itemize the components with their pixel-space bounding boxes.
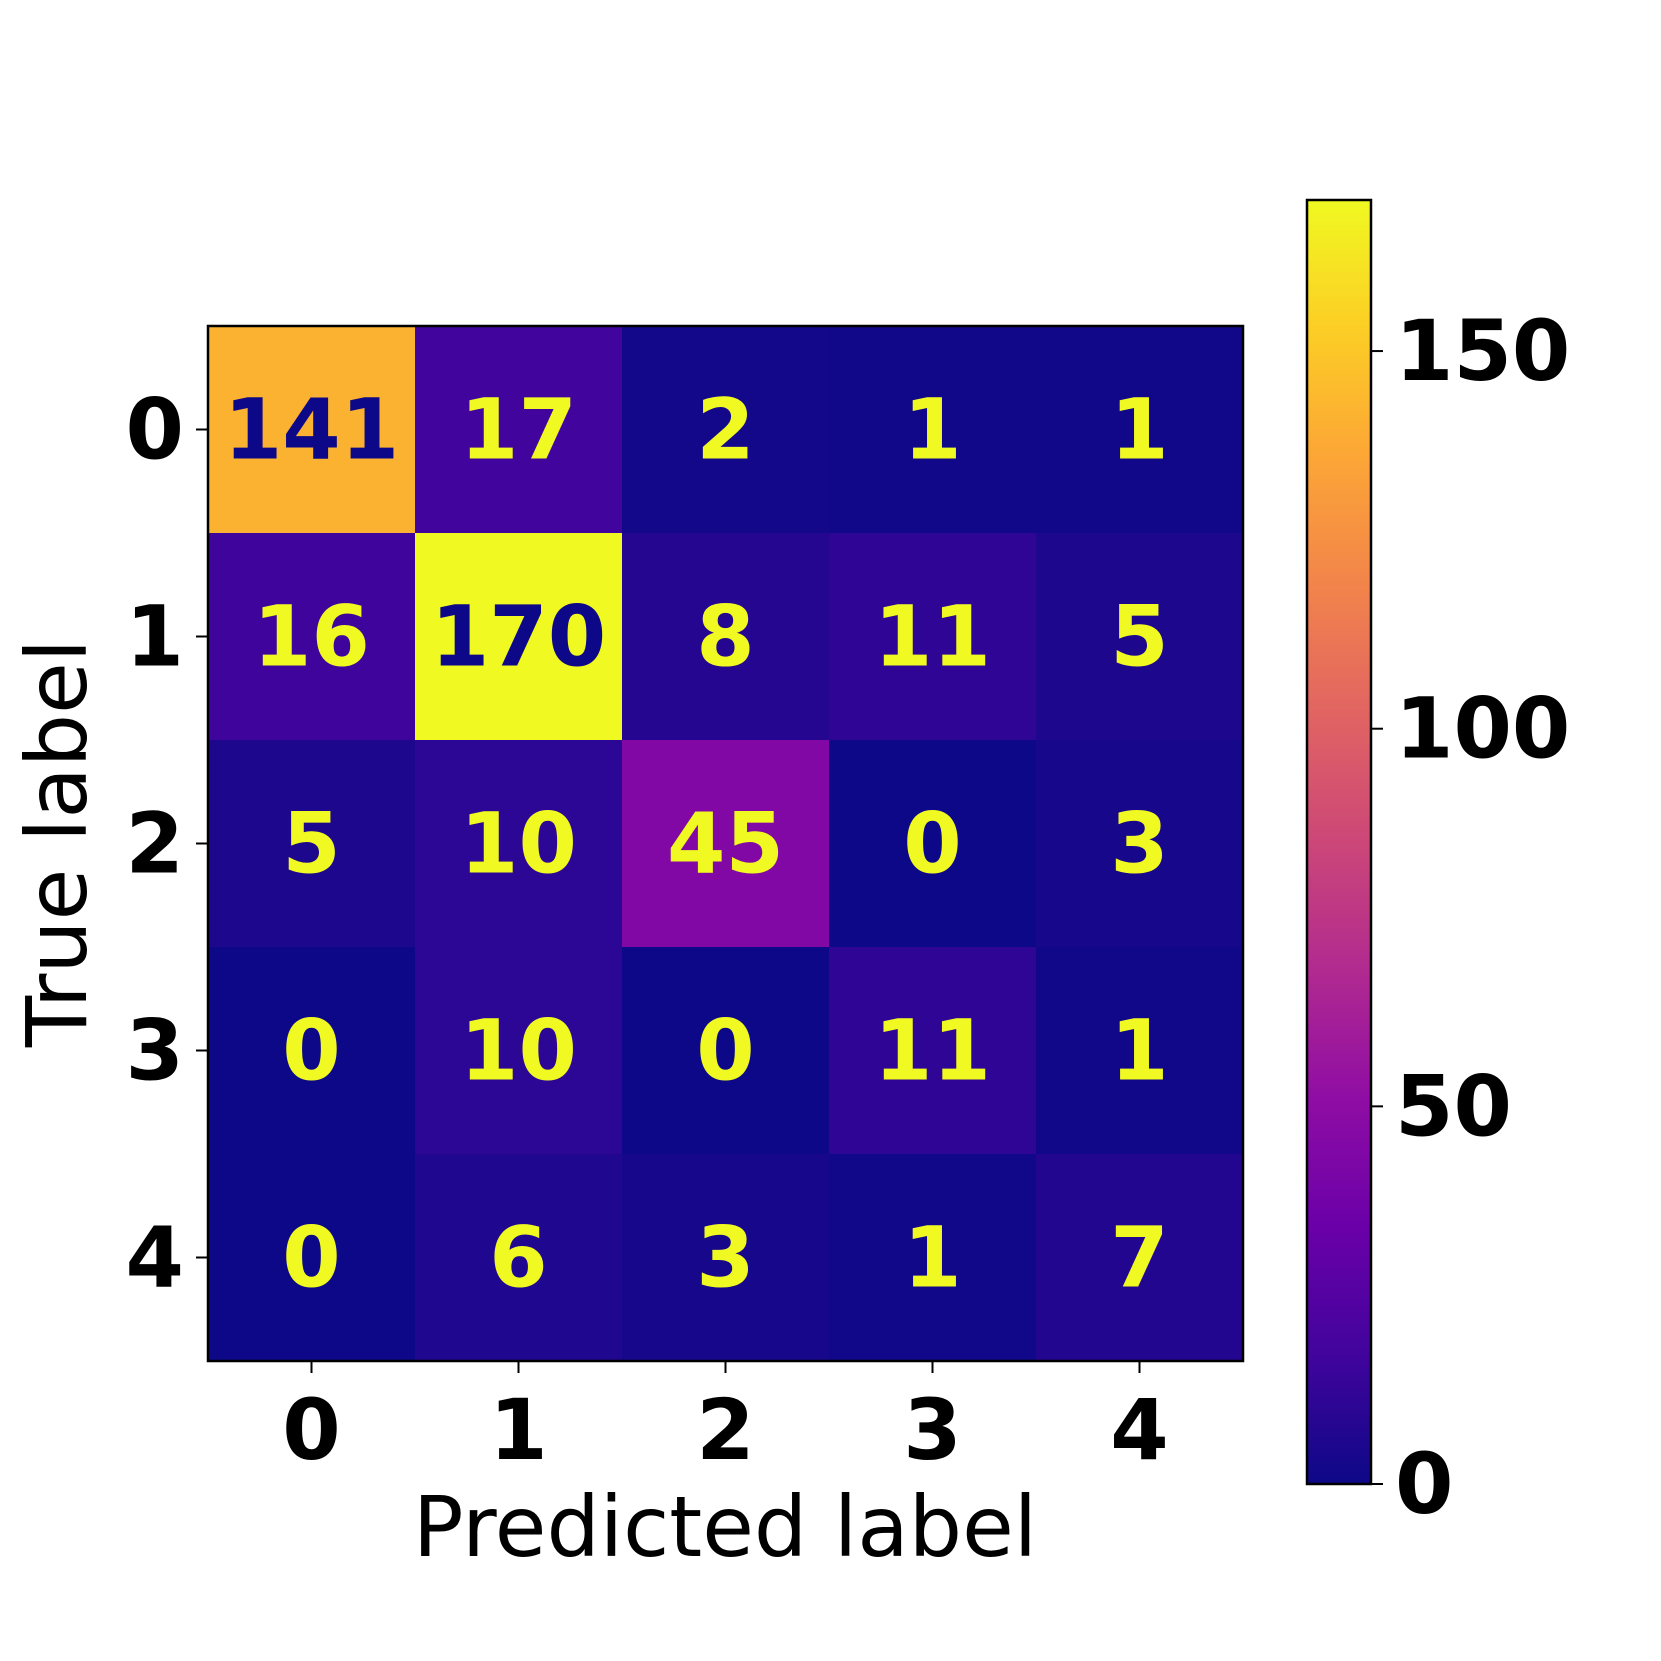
x-tick-label-1: 1	[489, 1381, 547, 1479]
heatmap-cell-r4-c3	[829, 1154, 1037, 1362]
heatmap-cell-r0-c4	[1036, 326, 1244, 534]
x-tick-label-0: 0	[282, 1381, 340, 1479]
colorbar-tick-label-0: 0	[1395, 1435, 1453, 1533]
cell-value-r1-c2: 8	[696, 588, 754, 686]
heatmap-cell-r4-c1	[415, 1154, 623, 1362]
cell-value-r2-c3: 0	[903, 795, 961, 893]
x-tick-label-2: 2	[696, 1381, 754, 1479]
heatmap-cells	[208, 326, 1244, 1362]
heatmap-cell-r0-c3	[829, 326, 1037, 534]
heatmap-cell-r1-c0	[208, 533, 416, 741]
y-tick-label-0: 0	[126, 381, 184, 479]
heatmap-cell-r4-c2	[622, 1154, 830, 1362]
cell-value-r3-c0: 0	[282, 1002, 340, 1100]
heatmap-cell-r1-c4	[1036, 533, 1244, 741]
cell-value-r1-c4: 5	[1110, 588, 1168, 686]
colorbar-tick-label-150: 150	[1395, 302, 1570, 400]
heatmap-cell-r3-c2	[622, 947, 830, 1155]
heatmap-cell-labels: 141 17 2 1 116 170 8 11 55 10 45 0 30 10 0 11 10 6 3 1 7	[224, 381, 1169, 1307]
heatmap-cell-r2-c1	[415, 740, 623, 948]
cell-value-r3-c3: 11	[874, 1002, 991, 1100]
heatmap-cell-r1-c2	[622, 533, 830, 741]
heatmap-cell-r0-c2	[622, 326, 830, 534]
heatmap-cell-r1-c3	[829, 533, 1037, 741]
cell-value-r3-c2: 0	[696, 1002, 754, 1100]
y-axis-ticks: 0 1 2 3 4	[126, 381, 208, 1307]
x-axis-ticks: 0 1 2 3 4	[282, 1361, 1169, 1479]
cell-value-r2-c4: 3	[1110, 795, 1168, 893]
y-tick-label-3: 3	[126, 1002, 184, 1100]
cell-value-r3-c1: 10	[460, 1002, 577, 1100]
heatmap-cell-r2-c2	[622, 740, 830, 948]
cell-value-r4-c0: 0	[282, 1209, 340, 1307]
colorbar-tick-label-50: 50	[1395, 1057, 1512, 1155]
cell-value-r0-c3: 1	[903, 381, 961, 479]
heatmap-cell-r2-c4	[1036, 740, 1244, 948]
x-tick-label-4: 4	[1110, 1381, 1168, 1479]
y-tick-label-4: 4	[126, 1209, 184, 1307]
cell-value-r4-c4: 7	[1110, 1209, 1168, 1307]
heatmap-cell-r4-c4	[1036, 1154, 1244, 1362]
heatmap-cell-r2-c3	[829, 740, 1037, 948]
heatmap-cell-r3-c4	[1036, 947, 1244, 1155]
cell-value-r4-c1: 6	[489, 1209, 547, 1307]
colorbar-tick-label-100: 100	[1395, 680, 1570, 778]
heatmap-cell-r0-c1	[415, 326, 623, 534]
cell-value-r0-c0: 141	[224, 381, 399, 479]
heatmap-cell-r3-c3	[829, 947, 1037, 1155]
colorbar: 0 50 100 150	[1305, 198, 1570, 1533]
heatmap-cell-r3-c0	[208, 947, 416, 1155]
heatmap-cell-r2-c0	[208, 740, 416, 948]
cell-value-r1-c1: 170	[431, 588, 606, 686]
cell-value-r3-c4: 1	[1110, 1002, 1168, 1100]
cell-value-r0-c1: 17	[460, 381, 577, 479]
cell-value-r2-c0: 5	[282, 795, 340, 893]
cell-value-r0-c4: 1	[1110, 381, 1168, 479]
x-tick-label-3: 3	[903, 1381, 961, 1479]
heatmap-cell-r4-c0	[208, 1154, 416, 1362]
x-axis-title: Predicted label	[413, 1478, 1037, 1576]
colorbar-ticks: 0 50 100 150	[1371, 302, 1570, 1533]
y-axis-title: True label	[8, 639, 106, 1048]
cell-value-r1-c0: 16	[253, 588, 370, 686]
colorbar-gradient	[1305, 198, 1373, 1486]
y-tick-label-1: 1	[126, 588, 184, 686]
cell-value-r1-c3: 11	[874, 588, 991, 686]
heatmap-cell-r3-c1	[415, 947, 623, 1155]
cell-value-r2-c2: 45	[667, 795, 784, 893]
heatmap-cell-r0-c0	[208, 326, 416, 534]
cell-value-r0-c2: 2	[696, 381, 754, 479]
cell-value-r4-c3: 1	[903, 1209, 961, 1307]
y-tick-label-2: 2	[126, 795, 184, 893]
cell-value-r4-c2: 3	[696, 1209, 754, 1307]
heatmap-cell-r1-c1	[415, 533, 623, 741]
cell-value-r2-c1: 10	[460, 795, 577, 893]
